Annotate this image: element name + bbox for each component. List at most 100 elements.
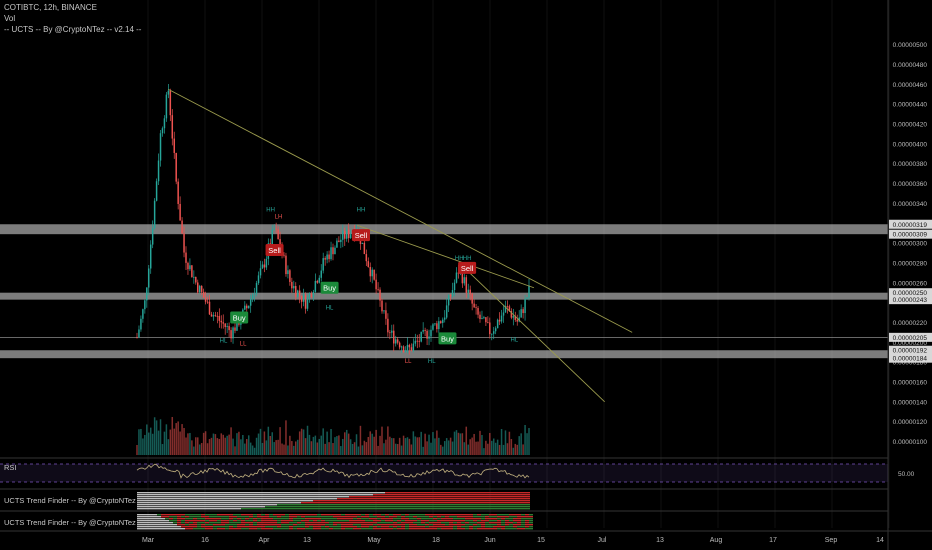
trend-finder-cell xyxy=(369,516,373,518)
trend-finder-cell xyxy=(197,526,201,528)
trend-finder-cell xyxy=(469,524,473,526)
trend-finder-cell xyxy=(333,520,337,522)
candle-body xyxy=(371,269,373,277)
trend-finder-label-2[interactable]: UCTS Trend Finder -- By @CryptoNTez xyxy=(4,518,136,527)
candle-body xyxy=(338,240,340,243)
indicator-legend[interactable]: -- UCTS -- By @CryptoNTez -- v2.14 -- xyxy=(4,25,142,34)
trend-finder-cell xyxy=(297,522,301,524)
trend-finder-cell xyxy=(429,524,433,526)
trend-finder-cell xyxy=(329,516,333,518)
trend-finder-cell xyxy=(229,526,233,528)
trend-finder-cell xyxy=(253,516,257,518)
volume-bar xyxy=(148,432,150,455)
trend-finder-cell xyxy=(141,522,145,524)
trend-finder-cell xyxy=(401,518,405,520)
price-tick-label: 0.00000460 xyxy=(893,82,928,89)
price-highlight-label: 0.00000319 xyxy=(893,222,928,229)
volume-bar xyxy=(393,438,395,455)
trend-finder-cell xyxy=(309,528,313,530)
trend-finder-cell xyxy=(233,522,237,524)
volume-bar xyxy=(342,438,344,455)
candle-body xyxy=(151,228,154,245)
trend-finder-cell xyxy=(465,514,469,516)
trend-finder-cell xyxy=(421,522,425,524)
trend-finder-cell xyxy=(189,518,193,520)
volume-bar xyxy=(136,445,138,455)
volume-bar xyxy=(416,437,419,455)
candle-body xyxy=(430,329,432,337)
trend-finder-cell xyxy=(201,526,205,528)
time-tick-label: Aug xyxy=(710,537,723,544)
price-highlight-bg xyxy=(889,295,932,305)
trend-finder-cell xyxy=(397,524,401,526)
trend-finder-cell xyxy=(493,518,497,520)
volume-bar xyxy=(349,439,352,455)
trend-finder-cell xyxy=(217,514,221,516)
trend-finder-cell xyxy=(429,528,433,530)
trend-finder-cell xyxy=(433,528,437,530)
trend-finder-cell xyxy=(253,524,257,526)
candle-body xyxy=(287,270,289,275)
volume-bar xyxy=(520,433,522,455)
candle-body xyxy=(489,322,491,335)
zone-band xyxy=(0,350,888,359)
time-tick-label: 16 xyxy=(201,537,209,544)
trend-finder-cell xyxy=(501,522,505,524)
trend-finder-cell xyxy=(245,528,249,530)
trend-finder-cell xyxy=(297,514,301,516)
trend-finder-cell xyxy=(289,522,293,524)
price-highlight-bg xyxy=(889,332,932,342)
pivot-label: HH xyxy=(266,207,275,213)
trend-finder-cell xyxy=(501,516,505,518)
trend-finder-cell xyxy=(173,522,177,524)
volume-bar xyxy=(508,431,511,455)
trend-finder-cell xyxy=(201,514,205,516)
candle-body xyxy=(455,272,458,283)
volume-bar xyxy=(140,428,142,455)
trend-finder-cell xyxy=(413,514,417,516)
trend-finder-cell xyxy=(433,524,437,526)
trend-finder-cell xyxy=(297,518,301,520)
trend-finder-cell xyxy=(213,526,217,528)
candle-body xyxy=(369,266,371,277)
volume-bar xyxy=(161,444,164,455)
candle-body xyxy=(422,329,424,332)
trend-finder-cell xyxy=(413,518,417,520)
trend-finder-cell xyxy=(421,514,425,516)
trend-finder-cell xyxy=(141,516,145,518)
trend-finder-cell xyxy=(409,514,413,516)
trend-finder-label-1[interactable]: UCTS Trend Finder -- By @CryptoNTez xyxy=(4,496,136,505)
trend-finder-bar xyxy=(137,492,385,494)
trend-finder-cell xyxy=(425,522,429,524)
trend-finder-cell xyxy=(185,514,189,516)
trend-finder-cell xyxy=(453,522,457,524)
rsi-pane-label[interactable]: RSI xyxy=(4,463,17,472)
trend-finder-cell xyxy=(377,524,381,526)
trend-finder-cell xyxy=(389,514,393,516)
volume-bar xyxy=(389,436,391,455)
price-tick-label: 0.00000300 xyxy=(893,241,928,248)
candle-body xyxy=(161,128,164,134)
volume-bar xyxy=(449,437,452,455)
candle-body xyxy=(277,229,279,240)
candle-body xyxy=(263,264,266,268)
volume-bar xyxy=(287,445,289,455)
trend-finder-cell xyxy=(261,524,265,526)
volume-bar xyxy=(434,438,436,455)
trend-finder-cell xyxy=(217,526,221,528)
volume-bar xyxy=(443,441,446,455)
trend-finder-cell xyxy=(341,514,345,516)
trend-finder-cell xyxy=(365,514,369,516)
symbol-legend[interactable]: COTIBTC, 12h, BINANCE xyxy=(4,3,97,12)
trend-finder-cell xyxy=(481,528,485,530)
candle-body xyxy=(138,329,140,338)
trend-finder-cell xyxy=(257,520,261,522)
volume-legend[interactable]: Vol xyxy=(4,14,16,23)
volume-bar xyxy=(420,431,422,455)
volume-bar xyxy=(249,442,252,455)
candle-body xyxy=(436,323,438,330)
trend-finder-cell xyxy=(273,514,277,516)
trend-finder-cell xyxy=(313,520,317,522)
candle-body xyxy=(373,269,375,280)
